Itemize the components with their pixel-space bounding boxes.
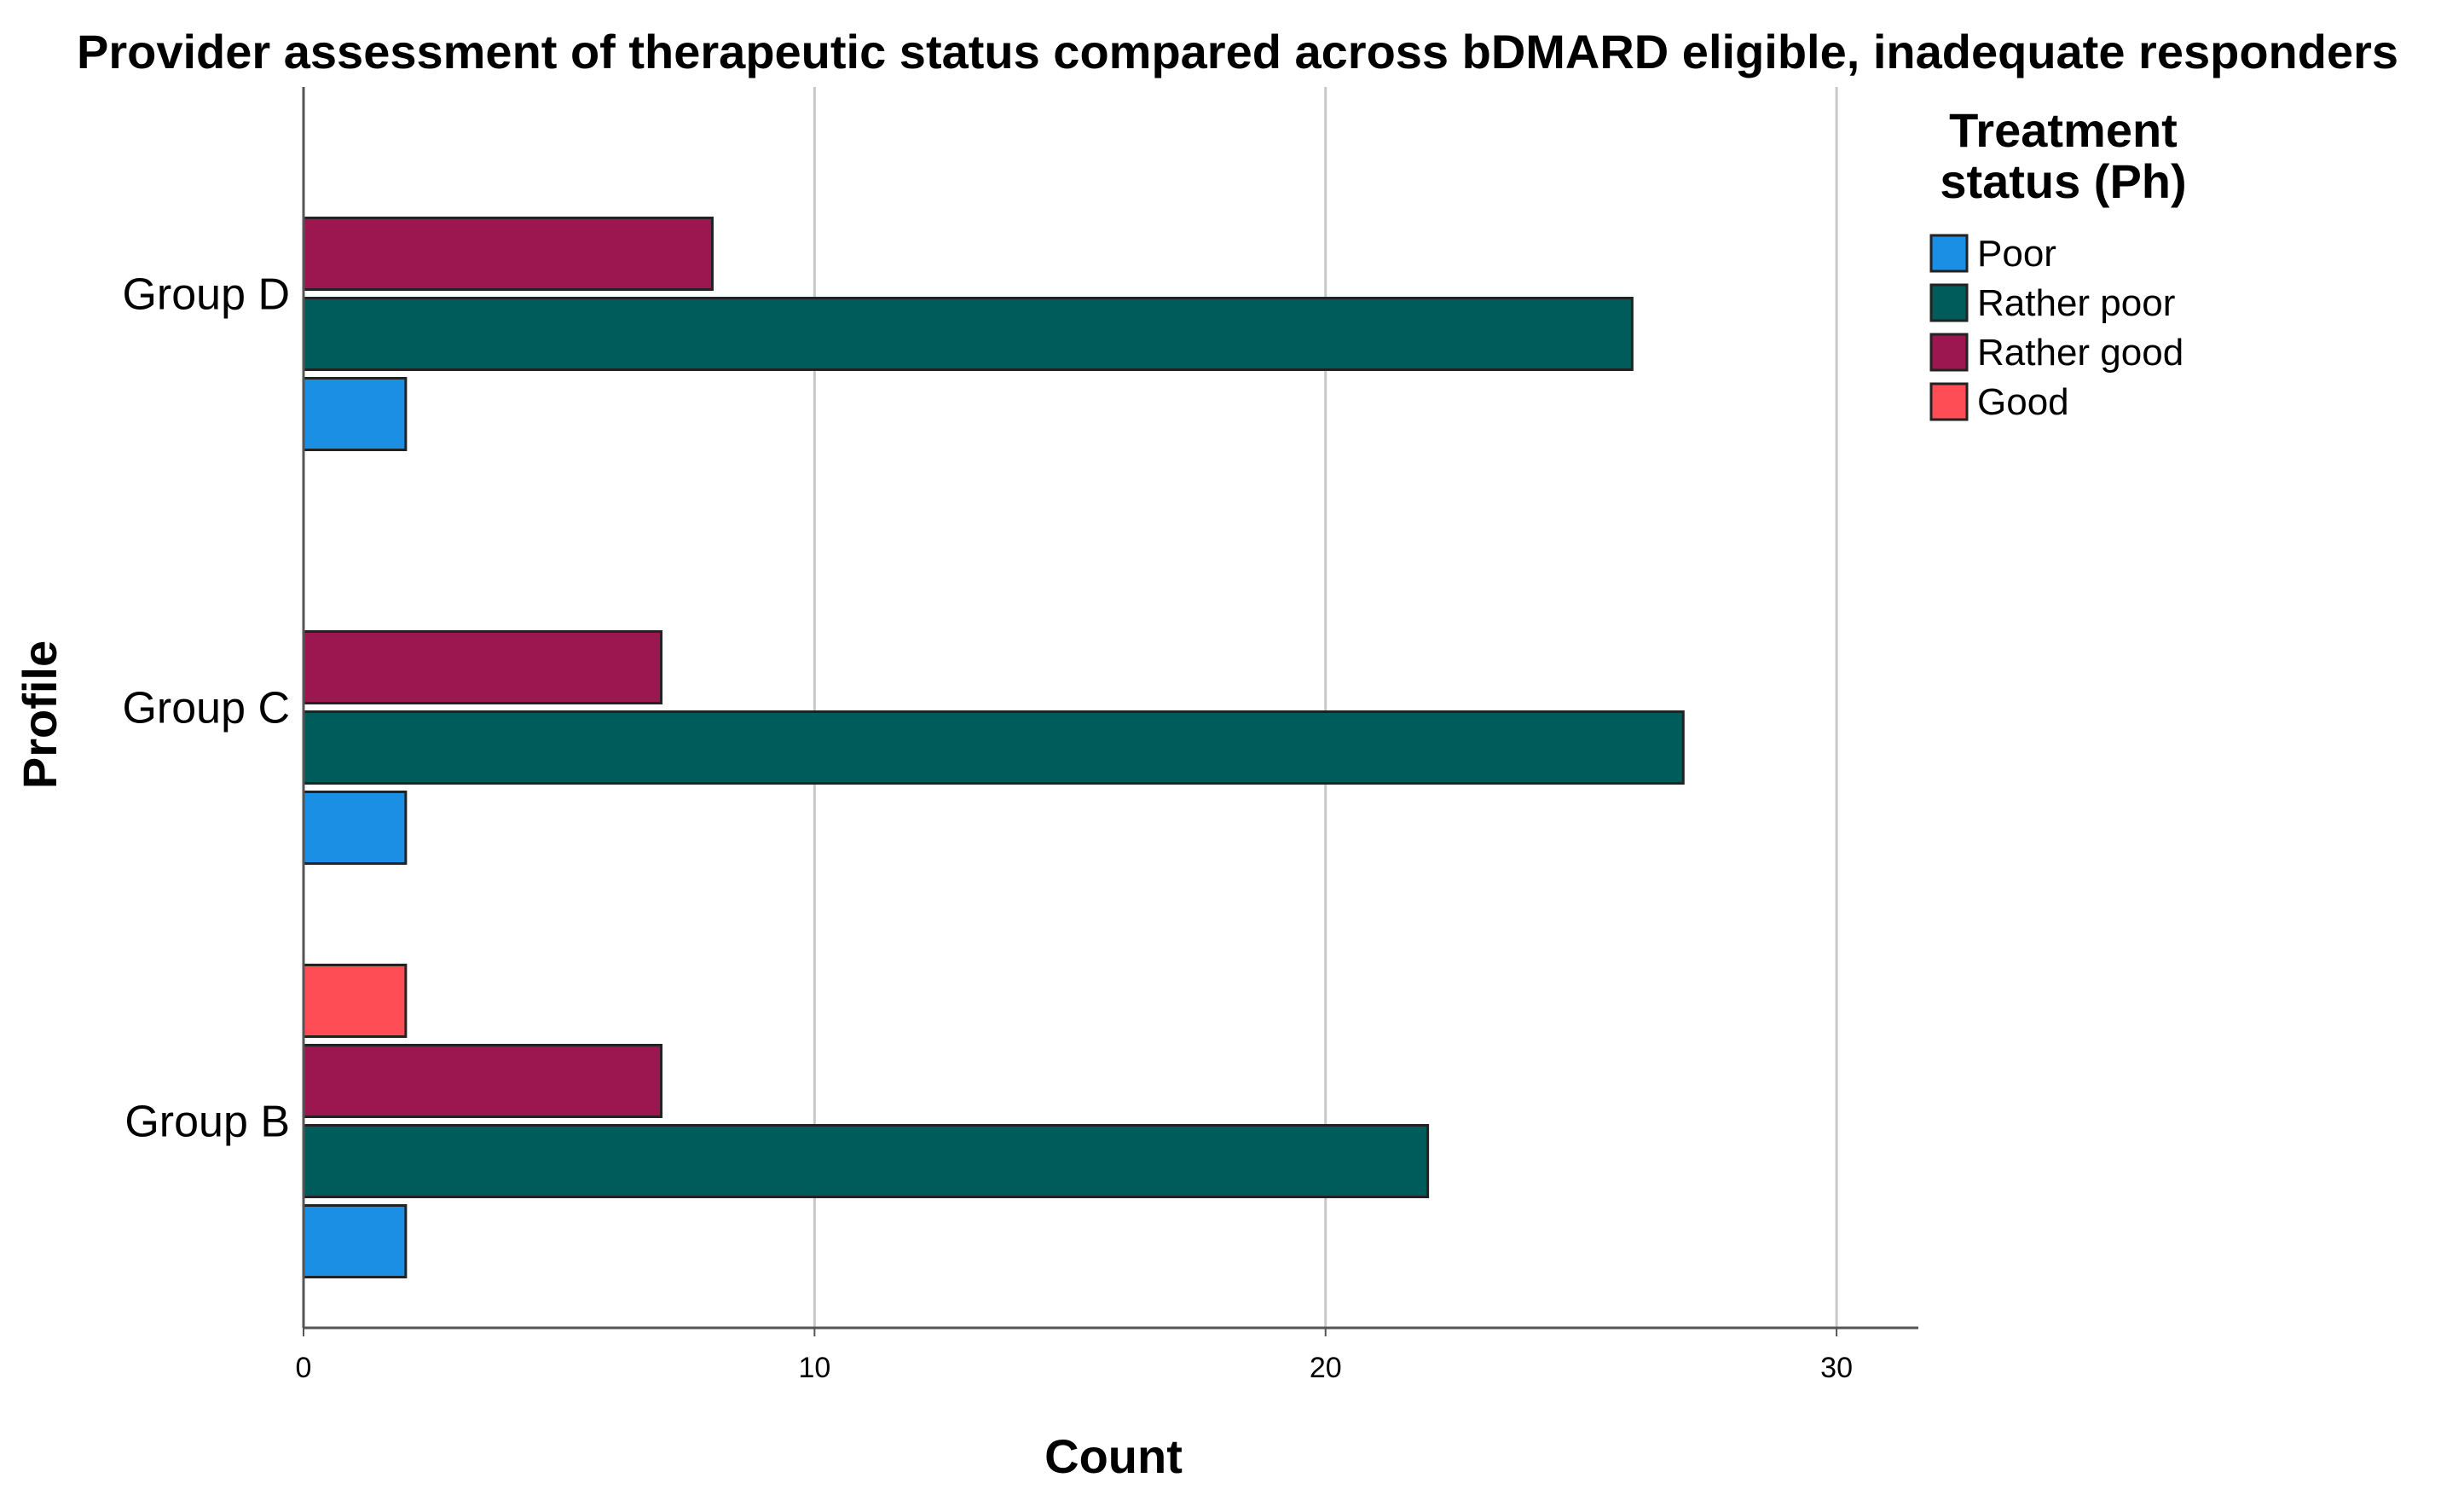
gridlines [813,87,1838,1328]
bar-group-c-poor [302,791,408,865]
x-tick-label: 0 [296,1352,312,1384]
bar-group-b-good [302,964,408,1038]
y-axis-title: Profile [13,640,67,789]
bar-group-d-rather-good [302,217,714,291]
legend-title-line-1: Treatment [1949,103,2178,157]
legend-swatch [1929,382,1969,421]
legend-swatch [1929,283,1969,322]
category-label: Group C [122,684,290,733]
bar-group-b-rather-poor [302,1124,1430,1198]
bar-group-d-poor [302,377,408,451]
legend-label: Poor [1977,233,2056,275]
bar-group-c-rather-good [302,630,663,704]
category-label: Group D [122,270,290,320]
bar-group-b-poor [302,1204,408,1278]
legend: Treatment status (Ph) Poor Rather poor Rat… [1929,103,2187,423]
legend-label: Rather poor [1977,282,2175,324]
legend-label: Rather good [1977,332,2183,374]
legend-title-line-2: status (Ph) [1940,154,2186,208]
bars [302,217,1685,1278]
bar-group-b-rather-good [302,1044,663,1118]
x-tick-label: 10 [798,1352,830,1384]
x-ticks: 0 10 20 30 [296,1328,1853,1384]
bar-group-d-rather-poor [302,297,1634,371]
bar-group-c-rather-poor [302,710,1685,785]
x-tick-label: 30 [1820,1352,1853,1384]
legend-label: Good [1977,381,2069,423]
x-axis-title: Count [1044,1429,1183,1483]
legend-swatch [1929,234,1969,273]
category-labels: Group D Group C Group B [122,270,290,1147]
x-tick-label: 20 [1310,1352,1342,1384]
legend-swatch [1929,333,1969,372]
chart-title: Provider assessment of therapeutic statu… [77,25,2398,78]
category-label: Group B [124,1098,290,1147]
